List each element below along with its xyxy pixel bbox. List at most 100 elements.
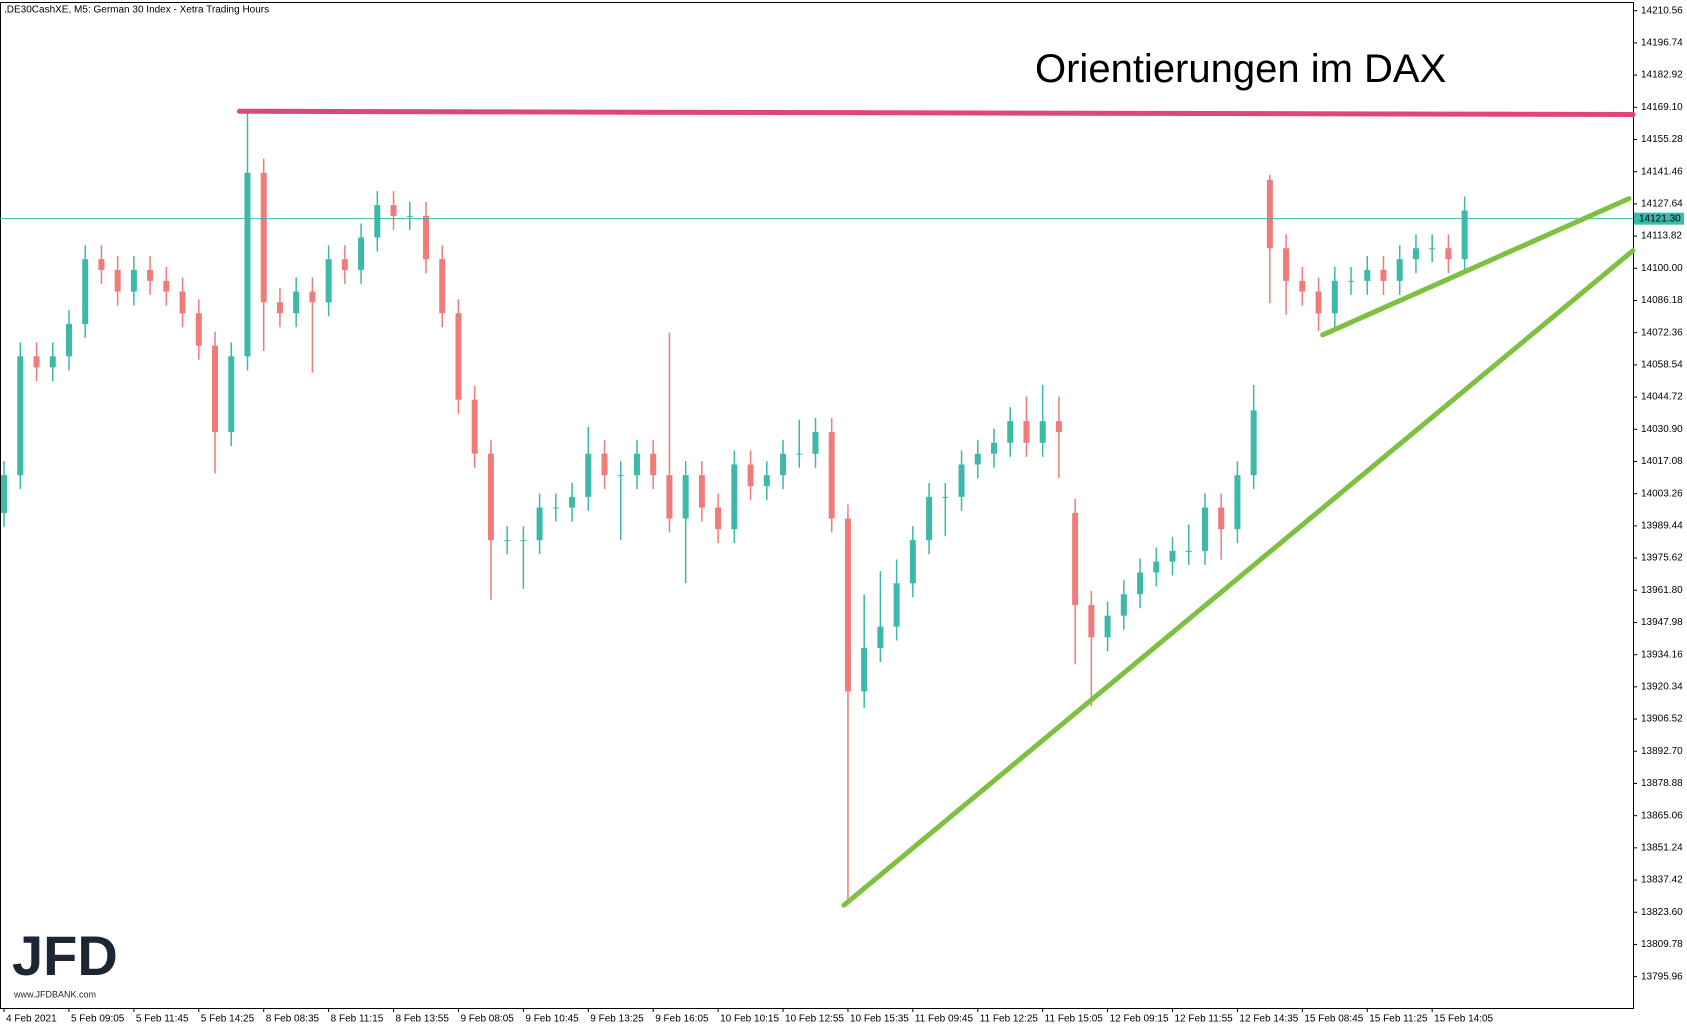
body [276, 302, 283, 314]
body [1120, 594, 1127, 616]
y-tick-label: 14182.92 [1641, 70, 1683, 81]
body [552, 507, 559, 509]
body [1023, 421, 1030, 443]
body [926, 496, 933, 541]
y-tick-label: 13837.42 [1641, 875, 1683, 886]
x-tick-label: 10 Feb 12:55 [785, 1014, 844, 1025]
body [504, 540, 511, 542]
body [228, 356, 235, 433]
price-box [1634, 212, 1684, 225]
x-tick-label: 8 Feb 13:55 [396, 1014, 450, 1025]
body [828, 432, 835, 519]
body [423, 215, 429, 260]
body [1331, 280, 1338, 314]
body [520, 540, 527, 542]
body [374, 205, 381, 238]
x-tick-label: 11 Feb 09:45 [915, 1014, 974, 1025]
body [406, 215, 413, 217]
x-tick-label: 5 Feb 14:25 [201, 1014, 255, 1025]
body [358, 237, 365, 270]
y-tick-label: 14086.18 [1641, 295, 1683, 306]
body [1007, 421, 1014, 443]
plot-frame [0, 2, 1634, 1009]
body [309, 291, 316, 303]
body [1201, 507, 1208, 551]
body [98, 259, 105, 270]
x-tick-label: 8 Feb 11:15 [331, 1014, 384, 1025]
body [1250, 410, 1257, 476]
body [1218, 507, 1225, 530]
body [747, 464, 754, 487]
body [1364, 269, 1371, 281]
x-tick-label: 9 Feb 08:05 [460, 1014, 514, 1025]
y-tick-label: 14127.64 [1641, 199, 1683, 210]
x-tick-label: 5 Feb 09:05 [71, 1014, 125, 1025]
body [844, 518, 851, 692]
x-tick-label: 10 Feb 15:35 [850, 1014, 909, 1025]
y-tick-label: 14169.10 [1641, 102, 1683, 113]
body [1348, 280, 1355, 282]
body [1461, 210, 1468, 260]
body [1299, 280, 1306, 292]
body [1185, 550, 1192, 552]
y-tick-label: 13906.52 [1641, 714, 1683, 725]
x-tick-label: 11 Feb 12:25 [980, 1014, 1039, 1025]
y-tick-label: 14030.90 [1641, 424, 1683, 435]
y-tick-label: 13989.44 [1641, 521, 1683, 532]
y-tick-label: 13920.34 [1641, 682, 1683, 693]
body [861, 648, 868, 692]
y-tick-label: 13795.96 [1641, 971, 1683, 982]
x-tick-label: 5 Feb 11:45 [136, 1014, 189, 1025]
x-tick-label: 15 Feb 14:05 [1434, 1014, 1493, 1025]
body [991, 442, 997, 454]
body [812, 432, 819, 454]
y-tick-label: 13823.60 [1641, 907, 1683, 918]
body [601, 453, 608, 476]
body [796, 453, 803, 455]
x-tick-label: 15 Feb 08:45 [1304, 1014, 1363, 1025]
body [195, 313, 202, 346]
chart-title: Orientierungen im DAX [1035, 47, 1446, 91]
body [1088, 604, 1095, 638]
logo-url: www.JFDBANK.com [13, 989, 96, 999]
body [666, 475, 673, 519]
body [1315, 291, 1322, 314]
body [260, 172, 267, 303]
body [731, 464, 738, 530]
body [114, 269, 121, 292]
body [1283, 248, 1290, 281]
body [439, 259, 446, 314]
x-tick-label: 9 Feb 10:45 [525, 1014, 579, 1025]
x-tick-label: 10 Feb 10:15 [720, 1014, 779, 1025]
y-tick-label: 13809.78 [1641, 939, 1683, 950]
body [130, 269, 137, 292]
body [1055, 421, 1062, 433]
body [1412, 248, 1419, 260]
body [633, 453, 640, 476]
body [1169, 550, 1176, 562]
x-tick-label: 9 Feb 13:25 [590, 1014, 644, 1025]
body [1039, 421, 1046, 443]
body [33, 356, 40, 368]
trend-line [1320, 196, 1632, 338]
body [1153, 561, 1160, 573]
y-tick-label: 13892.70 [1641, 746, 1683, 757]
body [341, 259, 348, 270]
y-tick-label: 14044.72 [1641, 392, 1683, 403]
body [893, 583, 900, 627]
y-tick-label: 14100.00 [1641, 263, 1683, 274]
body [212, 345, 219, 433]
body [325, 259, 332, 303]
body [942, 496, 949, 498]
price-label: 14121.30 [1639, 213, 1681, 224]
y-tick-label: 13865.06 [1641, 810, 1683, 821]
x-tick-label: 12 Feb 14:35 [1239, 1014, 1298, 1025]
body [1429, 248, 1436, 250]
y-tick-label: 14210.56 [1641, 5, 1683, 16]
x-tick-label: 4 Feb 2021 [6, 1014, 57, 1025]
body [1380, 269, 1387, 281]
y-tick-label: 14017.08 [1641, 456, 1683, 467]
body [569, 496, 576, 508]
trend-line [236, 108, 1636, 118]
y-tick-label: 14003.26 [1641, 488, 1683, 499]
